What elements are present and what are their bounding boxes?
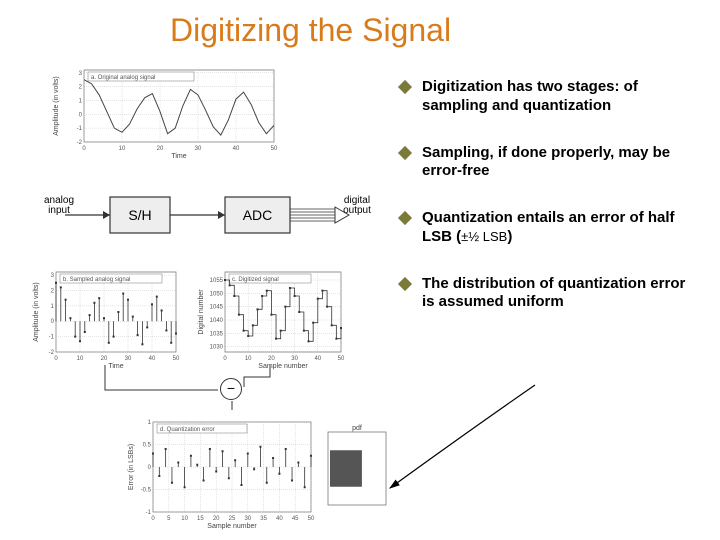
svg-text:10: 10 bbox=[181, 516, 188, 522]
svg-text:1045: 1045 bbox=[210, 305, 224, 311]
svg-text:digitaloutput: digitaloutput bbox=[343, 195, 371, 216]
svg-text:-0.5: -0.5 bbox=[141, 488, 152, 494]
svg-text:30: 30 bbox=[291, 356, 298, 362]
page-title: Digitizing the Signal bbox=[170, 12, 451, 49]
svg-text:20: 20 bbox=[213, 516, 220, 522]
svg-text:d. Quantization error: d. Quantization error bbox=[160, 427, 215, 433]
svg-text:0: 0 bbox=[79, 112, 83, 118]
svg-text:20: 20 bbox=[101, 356, 108, 362]
fig-digitized-signal: 0 10 20 30 40 50 1030 1035 1040 1045 1050 1055 c. Di… bbox=[195, 260, 345, 370]
svg-text:analoginput: analoginput bbox=[44, 195, 74, 216]
svg-text:0.5: 0.5 bbox=[143, 443, 152, 449]
bullet-item: The distribution of quantization error i… bbox=[400, 275, 700, 313]
svg-text:Digital number: Digital number bbox=[198, 289, 205, 335]
diamond-icon bbox=[398, 145, 412, 159]
svg-text:0: 0 bbox=[82, 146, 86, 152]
svg-text:0: 0 bbox=[151, 516, 155, 522]
svg-text:40: 40 bbox=[149, 356, 156, 362]
svg-text:30: 30 bbox=[125, 356, 132, 362]
svg-text:45: 45 bbox=[292, 516, 299, 522]
svg-text:50: 50 bbox=[308, 516, 315, 522]
svg-text:10: 10 bbox=[245, 356, 252, 362]
svg-text:c. Digitized signal: c. Digitized signal bbox=[232, 277, 279, 283]
svg-text:-1: -1 bbox=[146, 510, 152, 516]
svg-text:35: 35 bbox=[260, 516, 267, 522]
svg-text:50: 50 bbox=[271, 146, 278, 152]
svg-text:40: 40 bbox=[276, 516, 283, 522]
svg-text:1040: 1040 bbox=[210, 318, 224, 324]
svg-text:10: 10 bbox=[77, 356, 84, 362]
fig-sampled-signal: 0 10 20 30 40 50 -2 -1 0 1 2 3 b. Sampled analog sig… bbox=[30, 260, 180, 370]
svg-text:0: 0 bbox=[51, 319, 55, 325]
svg-text:1055: 1055 bbox=[210, 278, 224, 284]
svg-text:-1: -1 bbox=[77, 126, 83, 132]
svg-text:3: 3 bbox=[79, 71, 83, 77]
formula-text: ±½ LSB bbox=[461, 229, 507, 244]
svg-text:2: 2 bbox=[51, 288, 55, 294]
svg-text:20: 20 bbox=[268, 356, 275, 362]
bullet-text-main: Quantization entails an error of half LS… bbox=[422, 209, 675, 245]
diamond-icon bbox=[398, 80, 412, 94]
fig-block-diagram: S/H ADC analoginput digitaloutput bbox=[35, 175, 385, 245]
svg-text:b. Sampled analog signal: b. Sampled analog signal bbox=[63, 277, 130, 283]
bullet-text: Quantization entails an error of half LS… bbox=[422, 209, 700, 247]
svg-text:0: 0 bbox=[148, 465, 152, 471]
svg-text:a. Original analog signal: a. Original analog signal bbox=[91, 75, 155, 81]
svg-text:2: 2 bbox=[79, 85, 83, 91]
svg-text:40: 40 bbox=[233, 146, 240, 152]
connector-lines bbox=[100, 365, 320, 410]
svg-text:-2: -2 bbox=[49, 350, 55, 356]
svg-text:Error (in LSBs): Error (in LSBs) bbox=[128, 444, 135, 490]
pointer-arrow-icon bbox=[380, 380, 560, 510]
svg-text:Amplitude (in volts): Amplitude (in volts) bbox=[33, 282, 40, 342]
svg-text:-1: -1 bbox=[49, 335, 55, 341]
svg-text:1050: 1050 bbox=[210, 291, 224, 297]
svg-text:Sample number: Sample number bbox=[207, 523, 257, 530]
bullet-text: Digitization has two stages: of sampling… bbox=[422, 78, 700, 116]
bullet-item: Quantization entails an error of half LS… bbox=[400, 209, 700, 247]
bullet-item: Sampling, if done properly, may be error… bbox=[400, 144, 700, 182]
svg-text:3: 3 bbox=[51, 273, 55, 279]
bullet-text: The distribution of quantization error i… bbox=[422, 275, 700, 313]
svg-text:50: 50 bbox=[173, 356, 180, 362]
fig-analog-signal: 0 10 20 30 40 50 -2 -1 0 1 2 3 a. Original analog si… bbox=[50, 60, 280, 160]
svg-text:1035: 1035 bbox=[210, 331, 224, 337]
svg-text:1: 1 bbox=[79, 98, 83, 104]
svg-text:30: 30 bbox=[195, 146, 202, 152]
svg-text:ADC: ADC bbox=[243, 207, 273, 223]
svg-text:15: 15 bbox=[197, 516, 204, 522]
svg-text:5: 5 bbox=[167, 516, 171, 522]
svg-text:Amplitude (in volts): Amplitude (in volts) bbox=[53, 76, 60, 136]
svg-text:20: 20 bbox=[157, 146, 164, 152]
svg-text:30: 30 bbox=[244, 516, 251, 522]
svg-text:1: 1 bbox=[148, 420, 152, 426]
bullet-text-tail: ) bbox=[507, 228, 512, 245]
svg-text:S/H: S/H bbox=[128, 207, 151, 223]
diamond-icon bbox=[398, 211, 412, 225]
svg-text:10: 10 bbox=[119, 146, 126, 152]
svg-text:40: 40 bbox=[314, 356, 321, 362]
svg-text:Time: Time bbox=[171, 153, 186, 160]
svg-text:1030: 1030 bbox=[210, 345, 224, 351]
svg-text:0: 0 bbox=[54, 356, 58, 362]
svg-text:pdf: pdf bbox=[352, 425, 362, 432]
svg-text:0: 0 bbox=[223, 356, 227, 362]
svg-text:1: 1 bbox=[51, 304, 55, 310]
diamond-icon bbox=[398, 276, 412, 290]
bullet-list: Digitization has two stages: of sampling… bbox=[400, 78, 700, 340]
svg-text:50: 50 bbox=[338, 356, 345, 362]
bullet-text: Sampling, if done properly, may be error… bbox=[422, 144, 700, 182]
bullet-item: Digitization has two stages: of sampling… bbox=[400, 78, 700, 116]
fig-quantization-error: 0 5 10 15 20 25 30 35 40 45 50 -1 -0.5 0 0.5 1 d. Quanti… bbox=[125, 410, 315, 530]
svg-text:-2: -2 bbox=[77, 140, 83, 146]
svg-text:25: 25 bbox=[229, 516, 236, 522]
